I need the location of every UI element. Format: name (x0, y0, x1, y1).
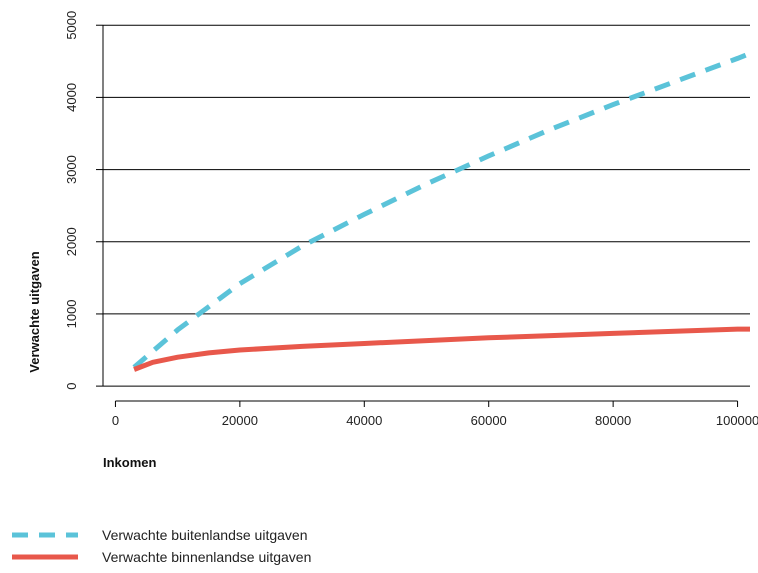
x-tick-label: 80000 (595, 413, 631, 428)
tick-labels: 0 1000 2000 3000 4000 5000 0 20000 40000 60000 800… (64, 11, 758, 428)
y-tick-label: 3000 (64, 155, 79, 184)
series-lines (132, 51, 751, 372)
axes (96, 24, 739, 407)
x-tick-label: 0 (112, 413, 119, 428)
series-line-buitenlandse (132, 51, 751, 370)
gridlines (103, 24, 750, 387)
y-axis-title: Verwachte uitgaven (27, 251, 42, 372)
legend-swatch-dashed (12, 532, 78, 538)
y-tick-label: 1000 (64, 299, 79, 328)
y-tick-label: 5000 (64, 11, 79, 40)
x-tick-label: 100000 (716, 413, 758, 428)
legend-label: Verwachte binnenlandse uitgaven (102, 549, 312, 565)
legend-swatch-solid (12, 554, 78, 560)
legend: Verwachte buitenlandse uitgaven Verwacht… (12, 524, 311, 568)
y-tick-label: 4000 (64, 83, 79, 112)
x-tick-label: 20000 (222, 413, 258, 428)
x-axis-title: Inkomen (103, 455, 157, 470)
x-tick-label: 40000 (346, 413, 382, 428)
legend-item-buitenlandse: Verwachte buitenlandse uitgaven (12, 524, 311, 546)
legend-label: Verwachte buitenlandse uitgaven (102, 527, 308, 543)
x-tick-label: 60000 (471, 413, 507, 428)
legend-item-binnenlandse: Verwachte binnenlandse uitgaven (12, 546, 311, 568)
y-tick-label: 2000 (64, 227, 79, 256)
y-tick-label: 0 (64, 382, 79, 389)
series-line-binnenlandse (133, 326, 750, 372)
